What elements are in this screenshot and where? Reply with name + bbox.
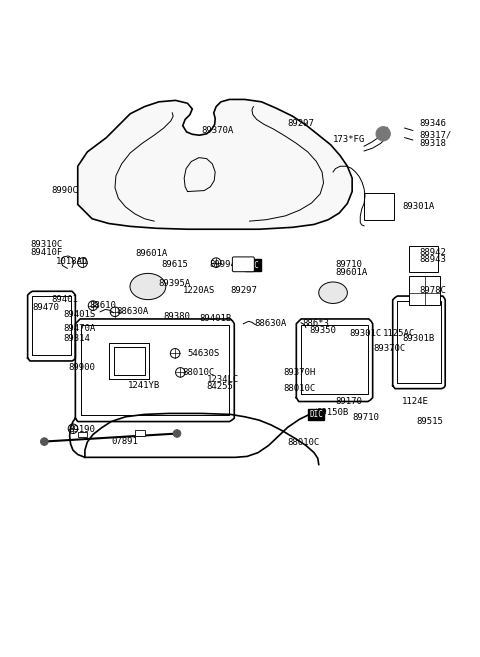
Text: DIC: DIC: [246, 261, 260, 269]
Text: 89710: 89710: [336, 260, 362, 269]
Text: 89310C: 89310C: [30, 240, 62, 250]
Text: 1018AD: 1018AD: [56, 257, 88, 266]
Text: 88630A: 88630A: [254, 319, 287, 328]
Text: 1241YB: 1241YB: [128, 381, 160, 390]
Text: 886*3: 886*3: [302, 319, 329, 328]
Text: 89370C: 89370C: [373, 344, 406, 353]
Text: 88630A: 88630A: [116, 307, 148, 316]
Text: 89401S: 89401S: [63, 309, 96, 319]
Text: 89601A: 89601A: [135, 248, 167, 258]
Text: 89601A: 89601A: [336, 267, 368, 277]
Circle shape: [40, 438, 48, 445]
Text: 88010C: 88010C: [288, 438, 320, 447]
Text: 89410F: 89410F: [30, 248, 62, 257]
Text: 88610: 88610: [90, 301, 117, 310]
Text: 89470A: 89470A: [63, 324, 96, 333]
Text: 89301C: 89301C: [350, 328, 382, 338]
FancyBboxPatch shape: [232, 257, 254, 272]
Text: 89900: 89900: [68, 363, 95, 372]
Text: 89470: 89470: [33, 302, 60, 311]
Text: 89317/: 89317/: [419, 131, 451, 140]
Text: 89297: 89297: [288, 119, 314, 128]
Bar: [364, 193, 394, 219]
Text: 89190: 89190: [68, 425, 95, 434]
Text: DIC: DIC: [310, 410, 324, 419]
Text: 88010C: 88010C: [183, 368, 215, 377]
Text: 1220AS: 1220AS: [183, 286, 215, 295]
Text: 89301A: 89301A: [402, 202, 434, 212]
Bar: [78, 432, 87, 438]
Text: 89346: 89346: [419, 119, 446, 128]
Text: 89615: 89615: [161, 260, 188, 269]
Ellipse shape: [130, 273, 166, 300]
Text: 8978C: 8978C: [419, 286, 446, 295]
Text: 89710: 89710: [352, 413, 379, 422]
Text: 89370H: 89370H: [283, 368, 315, 377]
Circle shape: [376, 127, 390, 141]
Text: 89370A: 89370A: [202, 126, 234, 135]
Text: 1124E: 1124E: [402, 397, 429, 405]
Text: 88942: 88942: [419, 248, 446, 257]
Text: 89380: 89380: [164, 312, 191, 321]
Text: 1125AC: 1125AC: [383, 328, 415, 338]
Text: 8990C: 8990C: [51, 186, 78, 194]
Text: 88943: 88943: [419, 255, 446, 264]
Text: 89515: 89515: [417, 417, 444, 426]
PathPatch shape: [78, 99, 352, 229]
Text: 89395A: 89395A: [159, 279, 191, 288]
Text: 89318: 89318: [419, 139, 446, 148]
Text: 89994A: 89994A: [209, 260, 241, 269]
Text: 89401B: 89401B: [199, 315, 232, 323]
Text: 07891: 07891: [111, 437, 138, 446]
Bar: [135, 430, 144, 436]
Text: 89170: 89170: [336, 397, 362, 405]
Text: 89401: 89401: [51, 296, 78, 304]
Circle shape: [173, 430, 181, 438]
Text: 173*FG: 173*FG: [333, 135, 365, 145]
Text: 88010C: 88010C: [283, 384, 315, 393]
Text: 89297: 89297: [230, 286, 257, 295]
Text: 89350: 89350: [309, 327, 336, 335]
Ellipse shape: [319, 282, 348, 304]
Text: 89150B: 89150B: [316, 407, 348, 417]
Bar: [409, 276, 441, 305]
Text: 54630S: 54630S: [188, 350, 220, 358]
Text: 1234LC: 1234LC: [206, 375, 239, 384]
Bar: [409, 246, 438, 272]
Text: 89301B: 89301B: [402, 334, 434, 342]
Text: 89314: 89314: [63, 334, 90, 342]
Text: 84255: 84255: [206, 382, 233, 391]
